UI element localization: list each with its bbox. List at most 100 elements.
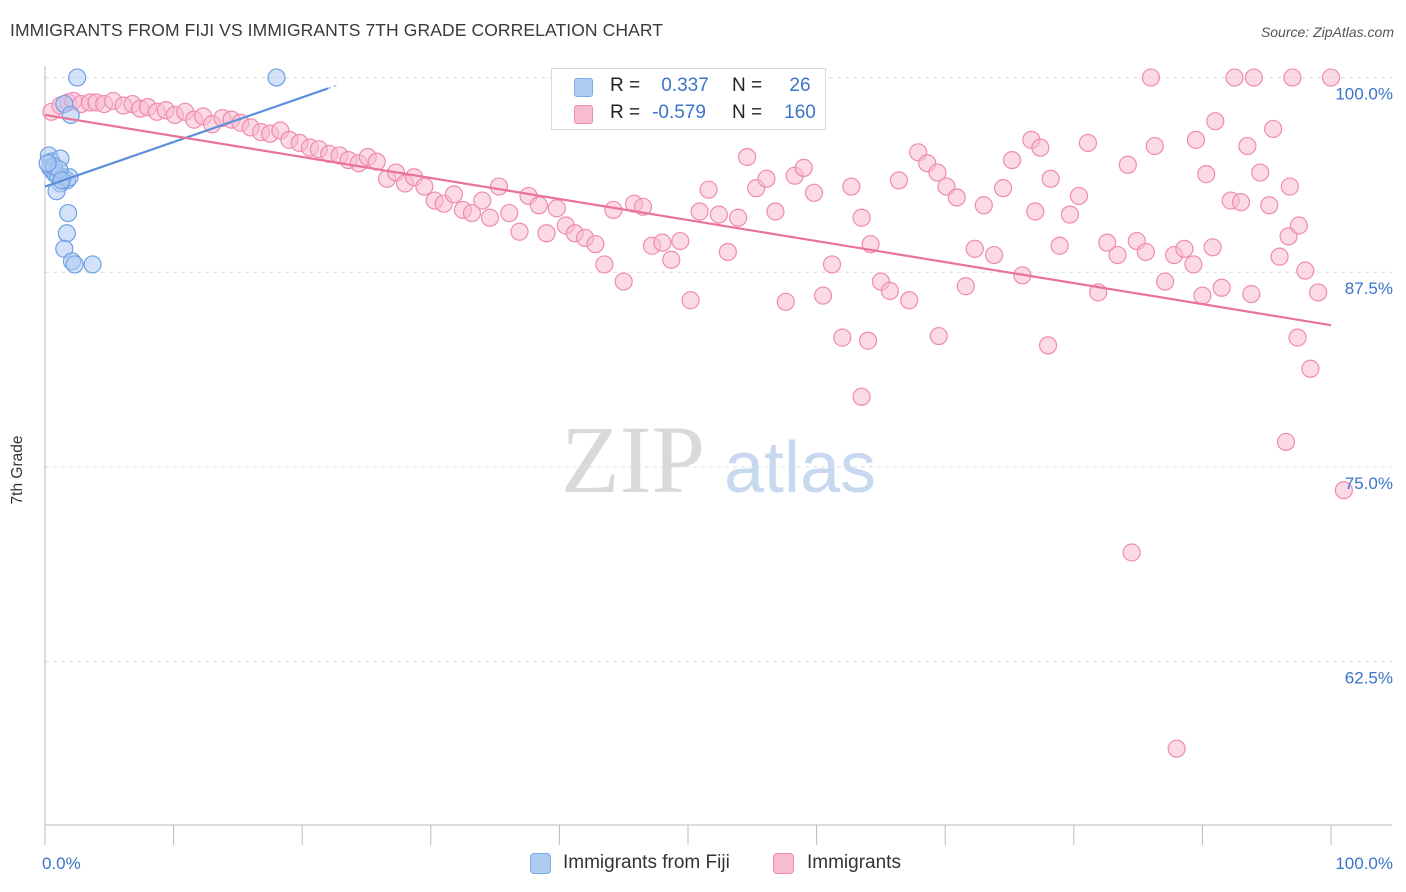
immigrants-point: [842, 177, 861, 196]
immigrants-point: [1060, 205, 1080, 224]
immigrants-point: [595, 255, 614, 274]
chart-title: IMMIGRANTS FROM FIJI VS IMMIGRANTS 7TH G…: [10, 20, 664, 40]
fiji-point: [68, 68, 87, 87]
immigrants-point: [1038, 336, 1058, 355]
immigrants-point: [738, 147, 757, 167]
immigrants-point: [614, 272, 633, 291]
immigrants-point: [1334, 481, 1353, 500]
legend-r-label: R =: [610, 102, 641, 123]
immigrants-point: [500, 203, 519, 223]
tick-labels: 100.0% 87.5% 75.0% 62.5% 0.0% 100.0%: [42, 85, 1393, 873]
immigrants-point: [690, 202, 709, 221]
immigrants-point: [833, 328, 852, 347]
immigrants-point: [1251, 163, 1270, 182]
immigrants-point: [586, 235, 605, 254]
immigrants-point: [1108, 245, 1127, 265]
immigrants-point: [1260, 196, 1279, 215]
immigrants-point: [794, 158, 813, 177]
legend-row-immigrants: R = -0.579 N = 160: [552, 100, 825, 126]
chart-source: Source: ZipAtlas.com: [1260, 24, 1394, 40]
legend-r-label: R =: [610, 75, 641, 96]
x-tick-label: 0.0%: [42, 854, 81, 873]
immigrants-point: [653, 233, 672, 252]
fiji-point: [267, 68, 286, 87]
immigrants-point: [776, 292, 795, 311]
immigrants-point: [681, 291, 700, 310]
fiji-point: [65, 255, 84, 274]
immigrants-point: [852, 208, 871, 227]
y-tick-label: 75.0%: [1345, 474, 1393, 493]
legend-swatch-fiji: [574, 78, 593, 97]
immigrants-point: [947, 188, 966, 207]
legend-n-label: N =: [732, 102, 763, 123]
immigrants-point: [956, 277, 975, 296]
immigrants-point: [489, 177, 509, 196]
immigrants-point: [473, 191, 492, 210]
immigrants-point: [813, 286, 833, 305]
immigrants-point: [1225, 68, 1244, 87]
immigrants-point: [880, 281, 900, 300]
immigrants-point: [1283, 68, 1302, 87]
legend-n-value: 26: [789, 75, 811, 96]
x-tick-label: 100.0%: [1335, 854, 1393, 873]
immigrants-point: [1264, 119, 1283, 139]
immigrants-point: [1203, 238, 1222, 257]
immigrants-point: [1321, 68, 1341, 87]
immigrants-point: [1197, 165, 1216, 184]
immigrants-point: [766, 202, 785, 221]
watermark: ZIP atlas: [561, 406, 876, 513]
immigrants-point: [1002, 151, 1022, 170]
immigrants-point: [1041, 169, 1060, 188]
immigrants-point: [1296, 261, 1315, 280]
immigrants-point: [480, 208, 500, 227]
immigrants-point: [984, 245, 1004, 265]
immigrants-point: [889, 171, 909, 190]
immigrants-point: [1145, 136, 1164, 156]
immigrants-point: [1050, 236, 1069, 255]
immigrants-point: [1301, 359, 1320, 378]
y-tick-label: 87.5%: [1345, 279, 1393, 298]
immigrants-point: [1184, 255, 1203, 274]
immigrants-point: [1186, 130, 1206, 149]
y-tick-label: 62.5%: [1345, 669, 1393, 688]
legend-row-fiji: R = 0.337 N = 26: [552, 73, 825, 99]
immigrants-point: [1280, 177, 1299, 196]
legend-label-immigrants: Immigrants: [807, 852, 901, 873]
immigrants-point: [1175, 239, 1194, 258]
immigrants-point: [1244, 68, 1263, 87]
legend-n-label: N =: [732, 75, 763, 96]
immigrants-point: [1069, 186, 1089, 206]
immigrants-point: [757, 169, 776, 188]
immigrants-point: [1031, 138, 1050, 157]
legend-swatch-immigrants: [773, 853, 794, 874]
immigrants-point: [1231, 193, 1251, 212]
immigrants-point: [1167, 739, 1186, 758]
legend-swatch-immigrants: [574, 105, 593, 124]
immigrants-point: [1276, 432, 1296, 452]
series-legend: Immigrants from Fiji Immigrants: [0, 851, 1406, 879]
immigrants-point: [900, 291, 919, 310]
immigrants-point: [537, 224, 556, 243]
immigrants-point: [1242, 284, 1261, 304]
legend-swatch-fiji: [530, 853, 551, 874]
immigrants-point: [671, 231, 690, 251]
immigrants-point: [718, 242, 737, 262]
immigrants-point: [1238, 136, 1257, 156]
immigrants-point: [1193, 286, 1212, 305]
legend-label-fiji: Immigrants from Fiji: [563, 852, 730, 873]
immigrants-point: [1270, 247, 1289, 266]
immigrants-point: [1098, 233, 1117, 252]
fiji-point: [59, 203, 78, 223]
immigrants-point: [822, 255, 842, 274]
immigrants-point: [993, 179, 1013, 198]
immigrants-point: [462, 203, 482, 223]
immigrants-point: [858, 331, 878, 350]
immigrants-point: [415, 177, 434, 196]
immigrants-point: [699, 180, 718, 199]
immigrants-point: [965, 239, 984, 258]
data-points: [38, 68, 1353, 758]
immigrants-point: [804, 183, 824, 202]
trend-lines: [44, 84, 1332, 327]
immigrants-trend-line: [44, 113, 1332, 327]
